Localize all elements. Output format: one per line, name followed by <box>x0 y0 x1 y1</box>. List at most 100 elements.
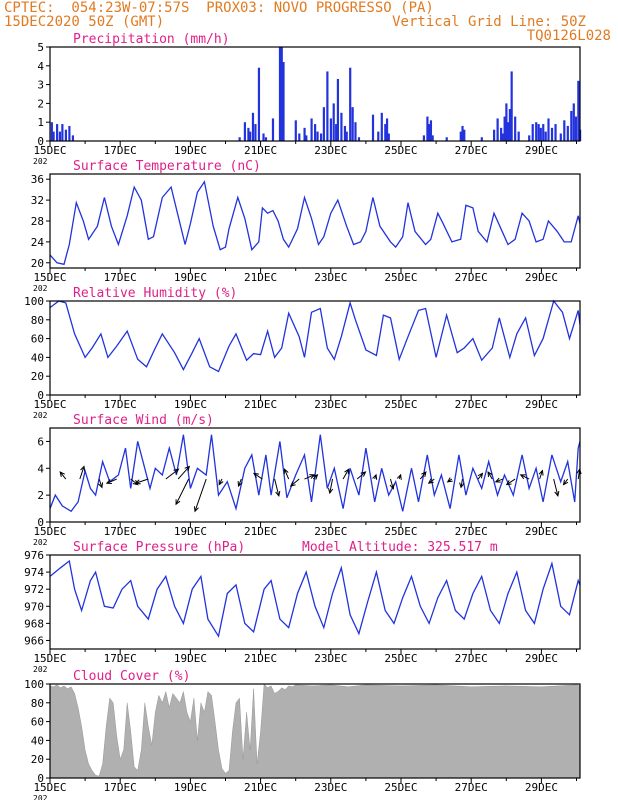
x-tick-label: 15DEC <box>33 781 66 794</box>
y-tick-label: 80 <box>31 314 44 327</box>
wind-arrow-head <box>312 474 319 480</box>
y-tick-label: 20 <box>31 753 44 766</box>
wind-arrow-head <box>446 477 453 483</box>
y-tick-label: 28 <box>31 215 44 228</box>
panel-title: Precipitation (mm/h) <box>73 32 230 47</box>
y-tick-label: 24 <box>31 236 45 249</box>
precip-bar <box>314 124 317 141</box>
precip-bar <box>385 118 389 141</box>
precip-bar <box>52 131 55 141</box>
header-grid-line: Vertical Grid Line: 50Z <box>392 14 586 30</box>
precip-bar <box>542 124 545 141</box>
y-tick-label: 0 <box>37 135 44 148</box>
x-tick-label: 15DEC <box>33 652 66 665</box>
precip-bar <box>539 127 542 141</box>
x-tick-label: 21DEC <box>244 144 277 157</box>
x-tick-label: 21DEC <box>244 271 277 284</box>
wind-arrow-head <box>173 468 180 474</box>
precip-bar <box>294 120 297 141</box>
precip-bar <box>426 116 429 141</box>
wind-arrow-head <box>487 471 493 478</box>
wind-arrow <box>175 478 190 505</box>
precip-bar <box>64 129 67 141</box>
x-tick-label: 25DEC <box>384 525 417 538</box>
wind-arrow-head <box>59 471 65 478</box>
precip-bar <box>501 133 504 141</box>
y-tick-label: 20 <box>31 257 44 270</box>
precip-bar <box>249 131 252 141</box>
precip-bar <box>257 67 261 141</box>
wind-arrow <box>553 478 559 496</box>
wind-arrow-head <box>360 471 367 477</box>
precip-bar <box>459 131 462 141</box>
wind-arrow <box>177 466 190 480</box>
x-tick-label: 23DEC <box>314 144 347 157</box>
x-tick-label: 25DEC <box>384 398 417 411</box>
precip-bar <box>387 133 390 141</box>
x-tick-label: 19DEC <box>174 525 207 538</box>
precip-bar <box>550 127 554 141</box>
x-tick-label: 21DEC <box>244 781 277 794</box>
precip-bar <box>316 131 319 141</box>
y-tick-label: 5 <box>37 41 44 54</box>
x-tick-label: 15DEC <box>33 144 66 157</box>
wind-arrow-head <box>396 473 402 480</box>
y-tick-label: 36 <box>31 173 44 186</box>
wind-arrow-head <box>389 483 395 490</box>
precip-bar <box>384 124 387 141</box>
panel-4 <box>46 427 582 527</box>
x-tick-label: 27DEC <box>455 525 488 538</box>
precip-bar <box>322 107 325 141</box>
header-date: 15DEC2020 50Z (GMT) <box>4 14 165 30</box>
precip-bar <box>243 122 247 141</box>
panel-title: Cloud Cover (%) <box>73 669 190 684</box>
precip-bar <box>508 109 512 141</box>
x-tick-label: 19DEC <box>174 398 207 411</box>
precip-bar <box>305 135 308 141</box>
precip-bar <box>544 131 547 141</box>
y-tick-label: 1 <box>37 116 44 129</box>
x-year-label: 202 <box>33 284 48 293</box>
wind-arrow-head <box>134 479 141 485</box>
panel-title: Surface Wind (m/s) <box>73 413 214 428</box>
precip-bar <box>574 116 577 141</box>
x-tick-label: 17DEC <box>104 652 137 665</box>
precip-bar <box>496 118 499 141</box>
precip-bar <box>535 122 538 141</box>
series-line <box>49 180 581 266</box>
x-tick-label: 29DEC <box>525 525 558 538</box>
wind-arrow-head <box>218 479 224 486</box>
wind-arrow <box>495 478 503 483</box>
precip-bar <box>335 124 338 141</box>
x-year-label: 202 <box>33 794 48 800</box>
header-station: CPTEC: 054:23W-07:57S PROX03: NOVO PROGR… <box>4 0 434 16</box>
y-tick-label: 60 <box>31 333 44 346</box>
y-tick-label: 20 <box>31 370 44 383</box>
precip-bar <box>461 125 464 141</box>
x-year-label: 202 <box>33 157 48 166</box>
wind-arrow <box>79 466 85 480</box>
precip-bar <box>349 67 352 141</box>
x-tick-label: 19DEC <box>174 144 207 157</box>
x-tick-label: 21DEC <box>244 525 277 538</box>
precip-bar <box>254 124 257 141</box>
x-tick-label: 23DEC <box>314 652 347 665</box>
precip-bar <box>377 131 380 141</box>
wind-arrow <box>460 478 463 488</box>
x-year-label: 202 <box>33 665 48 674</box>
precip-bar <box>58 131 62 141</box>
precip-bar <box>577 80 580 141</box>
wind-arrow <box>165 468 179 480</box>
precip-bar <box>354 122 357 141</box>
y-tick-label: 40 <box>31 734 44 747</box>
x-tick-label: 27DEC <box>455 271 488 284</box>
wind-arrow <box>563 478 569 485</box>
precip-bar <box>340 112 343 141</box>
precip-bar <box>559 133 562 141</box>
x-tick-label: 19DEC <box>174 271 207 284</box>
panel-3 <box>46 299 581 400</box>
x-tick-label: 17DEC <box>104 525 137 538</box>
precip-bar <box>514 116 517 141</box>
